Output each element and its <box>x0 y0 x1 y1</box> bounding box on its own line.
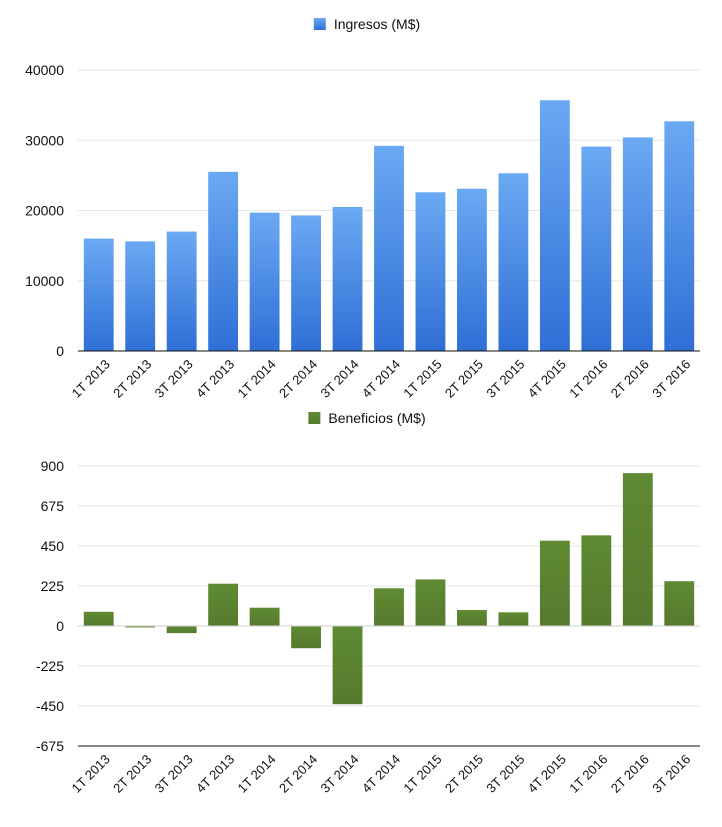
y-tick-label: 10000 <box>25 273 64 289</box>
x-category-label: 4T 2013 <box>193 357 237 401</box>
x-category-label: 1T 2016 <box>566 357 610 401</box>
y-tick-label: 675 <box>41 498 65 514</box>
bar <box>622 473 653 626</box>
legend-swatch <box>313 18 326 30</box>
legend: Beneficios (M$) <box>308 410 426 426</box>
x-category-label: 2T 2013 <box>110 357 154 401</box>
legend: Ingresos (M$) <box>313 16 420 32</box>
x-category-label: 4T 2014 <box>359 752 403 796</box>
bar <box>374 588 404 626</box>
y-tick-label: 225 <box>41 578 65 594</box>
y-tick-label: 40000 <box>25 62 64 78</box>
x-category-label: 1T 2013 <box>69 357 113 401</box>
bar <box>457 610 487 626</box>
x-category-label: 4T 2015 <box>525 357 569 401</box>
bar <box>291 215 321 351</box>
bar <box>208 171 239 351</box>
y-tick-label: 450 <box>41 538 65 554</box>
bar <box>208 583 239 626</box>
bar <box>664 121 695 351</box>
bar <box>581 535 612 626</box>
x-category-label: 1T 2015 <box>400 752 444 796</box>
x-category-label: 4T 2013 <box>193 752 237 796</box>
bar <box>498 612 529 626</box>
bar <box>332 206 363 351</box>
y-tick-label: 0 <box>56 618 64 634</box>
bar <box>249 607 280 626</box>
x-category-label: 3T 2014 <box>317 752 361 796</box>
bar <box>166 231 197 351</box>
chart-2: Beneficios (M$) -675 -450 -225 0 225 450 675 900… <box>36 410 700 796</box>
legend-label: Beneficios (M$) <box>328 410 425 426</box>
bar <box>374 145 404 351</box>
bar <box>539 100 570 352</box>
bar <box>83 238 114 351</box>
y-tick-label: 900 <box>41 458 65 474</box>
x-category-label: 4T 2015 <box>525 752 569 796</box>
x-category-label: 3T 2014 <box>317 357 361 401</box>
x-category-label: 2T 2014 <box>276 752 320 796</box>
bar <box>581 146 612 351</box>
bar <box>125 241 156 351</box>
x-category-label: 2T 2016 <box>608 357 652 401</box>
bar <box>83 611 114 626</box>
y-tick-label: -450 <box>36 698 64 714</box>
bar <box>664 581 695 626</box>
x-category-label: 2T 2015 <box>442 357 486 401</box>
bar <box>125 626 156 628</box>
x-category-label: 2T 2015 <box>442 752 486 796</box>
bar <box>622 137 653 351</box>
y-tick-label: 20000 <box>25 203 64 219</box>
x-category-label: 1T 2015 <box>400 357 444 401</box>
x-category-label: 2T 2016 <box>608 752 652 796</box>
chart-1: Ingresos (M$) 0 10000 20000 30000 40000 1T 201… <box>25 16 700 401</box>
bar <box>539 540 570 626</box>
bar <box>332 626 363 705</box>
bar <box>498 173 529 351</box>
y-tick-label: -675 <box>36 738 64 754</box>
bar <box>166 626 197 634</box>
x-category-label: 3T 2015 <box>483 357 527 401</box>
bar <box>249 212 280 351</box>
bar <box>415 192 446 351</box>
x-category-label: 1T 2014 <box>235 752 279 796</box>
x-category-label: 1T 2016 <box>566 752 610 796</box>
x-category-label: 3T 2016 <box>649 752 693 796</box>
x-category-label: 3T 2016 <box>649 357 693 401</box>
x-category-label: 3T 2013 <box>152 752 196 796</box>
legend-label: Ingresos (M$) <box>334 16 420 32</box>
x-category-label: 3T 2015 <box>483 752 527 796</box>
x-category-label: 2T 2014 <box>276 357 320 401</box>
y-tick-label: -225 <box>36 658 64 674</box>
x-category-label: 4T 2014 <box>359 357 403 401</box>
y-tick-label: 30000 <box>25 132 64 148</box>
legend-swatch <box>308 412 321 424</box>
y-tick-label: 0 <box>56 343 64 359</box>
x-category-label: 1T 2013 <box>69 752 113 796</box>
bar <box>291 626 321 649</box>
x-category-label: 3T 2013 <box>152 357 196 401</box>
bar <box>457 188 487 351</box>
bar <box>415 579 446 626</box>
x-category-label: 2T 2013 <box>110 752 154 796</box>
x-category-label: 1T 2014 <box>235 357 279 401</box>
